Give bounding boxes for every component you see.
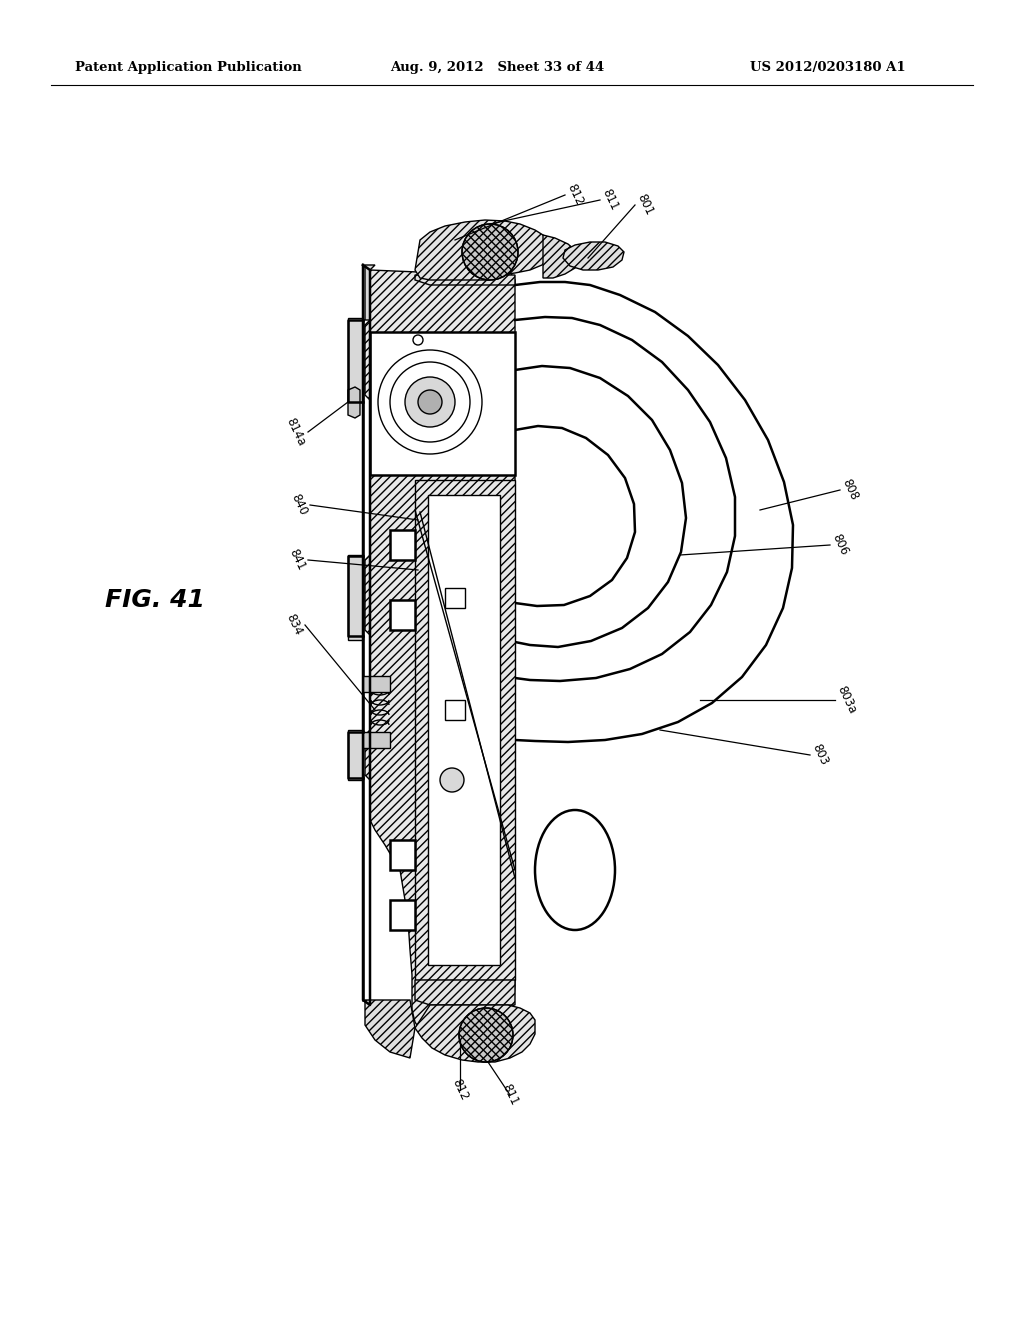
Text: Patent Application Publication: Patent Application Publication [75,62,302,74]
Polygon shape [445,587,465,609]
Polygon shape [428,495,500,965]
Text: FIG. 41: FIG. 41 [105,587,205,612]
Text: 803: 803 [810,742,831,768]
Polygon shape [415,480,515,979]
Circle shape [390,362,470,442]
Polygon shape [348,554,362,640]
Circle shape [378,350,482,454]
Circle shape [440,768,464,792]
Polygon shape [365,1001,415,1059]
Text: 840: 840 [289,492,310,517]
Text: 806: 806 [830,532,851,558]
Polygon shape [348,318,362,403]
Polygon shape [365,265,375,319]
Polygon shape [415,220,548,280]
Text: 841: 841 [287,546,308,573]
Text: 814a: 814a [284,416,308,449]
Polygon shape [445,700,465,719]
Polygon shape [390,900,415,931]
Polygon shape [370,333,515,475]
Polygon shape [543,235,578,279]
Text: 801: 801 [635,193,656,218]
Circle shape [406,378,455,426]
Text: 811: 811 [600,187,622,213]
Polygon shape [362,676,390,692]
Polygon shape [390,601,415,630]
Polygon shape [415,275,515,285]
Text: 811: 811 [500,1082,520,1107]
Text: 834: 834 [284,612,305,638]
Ellipse shape [535,810,615,931]
Text: US 2012/0203180 A1: US 2012/0203180 A1 [750,62,905,74]
Polygon shape [415,979,515,1005]
Circle shape [418,389,442,414]
Polygon shape [390,531,415,560]
Polygon shape [348,730,362,780]
Circle shape [459,1008,513,1063]
Text: 808: 808 [840,478,861,503]
Polygon shape [348,387,360,418]
Polygon shape [563,242,624,271]
Polygon shape [415,1005,535,1063]
Text: Aug. 9, 2012   Sheet 33 of 44: Aug. 9, 2012 Sheet 33 of 44 [390,62,604,74]
Polygon shape [390,840,415,870]
Text: 812: 812 [565,182,586,207]
Polygon shape [365,260,515,1043]
Text: 812: 812 [450,1077,471,1104]
Polygon shape [362,733,390,748]
Circle shape [462,224,518,280]
Text: 803a: 803a [835,684,859,715]
